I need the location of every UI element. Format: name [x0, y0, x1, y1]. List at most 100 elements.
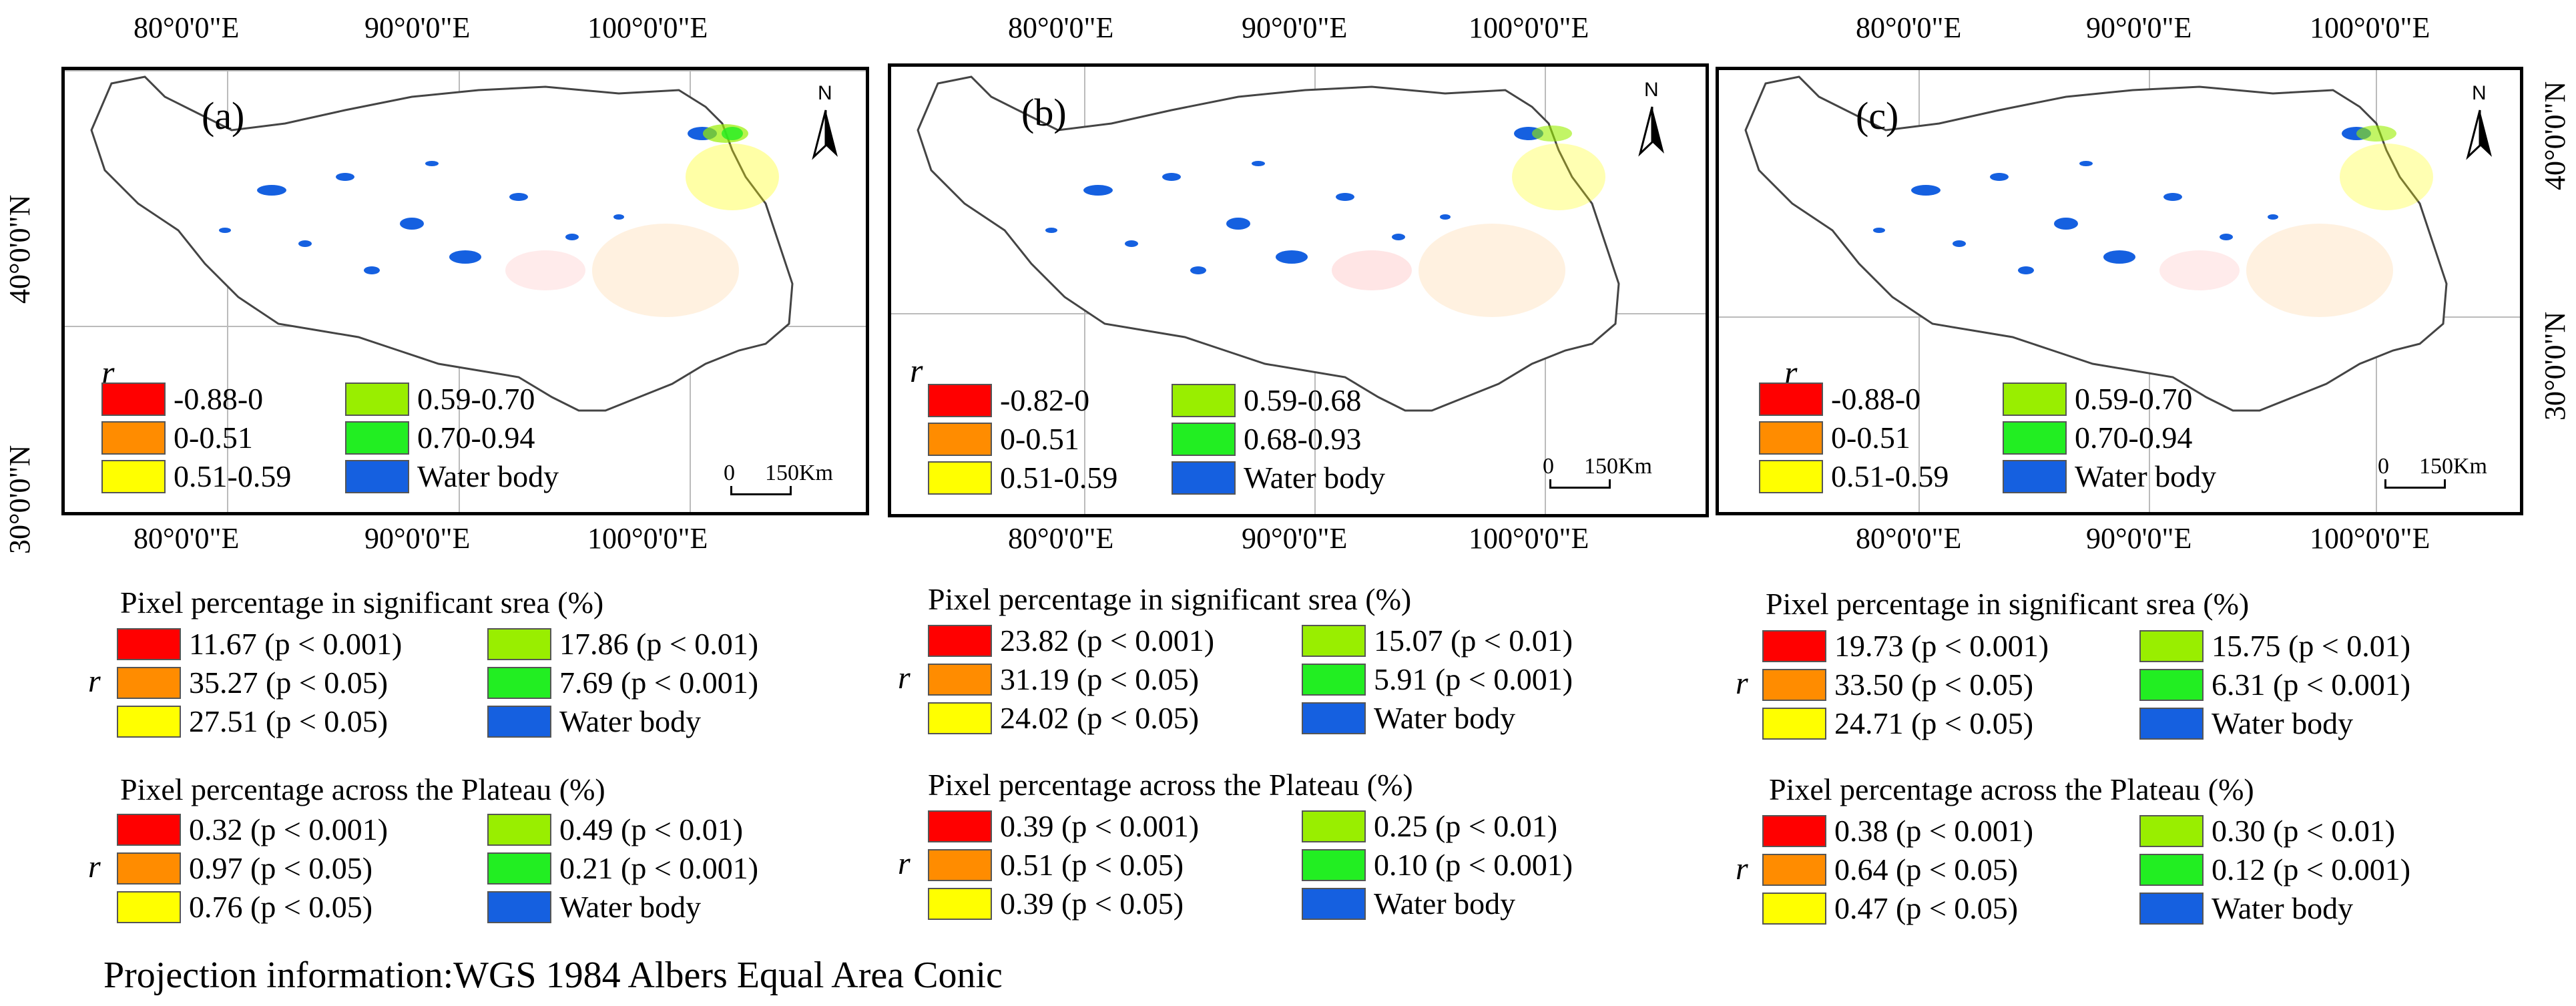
lon-tick-top-100-b: 100°0'0"E: [1469, 11, 1589, 44]
sig-item-a-1: 11.67 (p < 0.001): [117, 627, 402, 661]
plat-item-b-3: 0.39 (p < 0.05): [928, 887, 1184, 921]
sig-item-b-1: 23.82 (p < 0.001): [928, 624, 1214, 658]
legend-item-c-4: 0.59-0.70: [2003, 383, 2192, 416]
stats-significant-title-c: Pixel percentage in significant srea (%): [1766, 587, 2250, 621]
plat-item-b-5: 0.10 (p < 0.001): [1302, 848, 1573, 882]
legend-item-a-2: 0-0.51: [101, 421, 253, 455]
plateau-map-b: [891, 67, 1706, 514]
stats-significant-symbol-c: r: [1736, 666, 1748, 701]
lon-tick-top-80: 80°0'0"E: [134, 11, 240, 44]
map-frame-c: (c) N 0 150Km r -0.88-0 0-0.51 0.51-0.59…: [1716, 67, 2523, 515]
plateau-outline-b: [917, 75, 1620, 412]
legend-item-c-6: Water body: [2003, 460, 2216, 493]
scale-bar-line-b: [1549, 479, 1611, 489]
scale-distance-b: 150Km: [1584, 454, 1652, 479]
legend-item-c-5: 0.70-0.94: [2003, 421, 2192, 455]
sig-item-b-6: Water body: [1302, 702, 1515, 735]
sig-item-a-3: 27.51 (p < 0.05): [117, 705, 388, 738]
north-arrow-c: N: [2460, 82, 2500, 162]
panel-label-a: (a): [202, 94, 245, 138]
legend-symbol-a: r: [101, 354, 115, 391]
plat-item-a-6: Water body: [487, 891, 701, 924]
lon-tick-bottom-100-b: 100°0'0"E: [1469, 522, 1589, 555]
legend-swatch-water: [345, 460, 409, 493]
legend-item-c-1: -0.88-0: [1759, 383, 1920, 416]
north-arrow-a: N: [806, 82, 846, 162]
plateau-outline-c: [1744, 75, 2448, 412]
panel-label-b: (b): [1021, 91, 1067, 134]
legend-swatch-light-green: [345, 383, 409, 416]
plateau-outline-a: [90, 75, 794, 412]
lon-tick-bottom-80: 80°0'0"E: [134, 522, 240, 555]
sig-item-c-2: 33.50 (p < 0.05): [1762, 668, 2033, 702]
legend-swatch-orange: [101, 421, 166, 455]
lon-tick-top-100-c: 100°0'0"E: [2310, 11, 2430, 44]
stats-significant-symbol-b: r: [898, 660, 911, 696]
sig-item-a-2: 35.27 (p < 0.05): [117, 666, 388, 700]
sig-item-c-1: 19.73 (p < 0.001): [1762, 630, 2049, 663]
plat-item-b-6: Water body: [1302, 887, 1515, 921]
lon-tick-top-90-c: 90°0'0"E: [2086, 11, 2192, 44]
stats-plateau-symbol-b: r: [898, 846, 911, 881]
plat-item-c-5: 0.12 (p < 0.001): [2139, 853, 2410, 887]
stats-plateau-title-a: Pixel percentage across the Plateau (%): [120, 772, 605, 806]
stats-plateau-title-b: Pixel percentage across the Plateau (%): [928, 768, 1413, 802]
north-arrow-b: N: [1632, 79, 1672, 159]
plat-item-a-2: 0.97 (p < 0.05): [117, 852, 372, 885]
lon-tick-top-80-c: 80°0'0"E: [1856, 11, 1962, 44]
scale-zero-b: 0: [1543, 454, 1554, 479]
correlation-patches-c: [2159, 125, 2433, 317]
projection-info: Projection information:WGS 1984 Albers E…: [103, 955, 1003, 996]
legend-item-b-4: 0.59-0.68: [1172, 384, 1361, 417]
scale-distance-c: 150Km: [2419, 454, 2487, 479]
plat-item-b-4: 0.25 (p < 0.01): [1302, 810, 1557, 843]
sig-item-a-4: 17.86 (p < 0.01): [487, 627, 758, 661]
sig-item-c-5: 6.31 (p < 0.001): [2139, 668, 2410, 702]
sig-item-b-2: 31.19 (p < 0.05): [928, 663, 1199, 696]
legend-item-a-4: 0.59-0.70: [345, 383, 535, 416]
lat-tick-left-40: 40°0'0"N: [3, 194, 36, 304]
legend-swatch-green: [345, 421, 409, 455]
sig-item-b-4: 15.07 (p < 0.01): [1302, 624, 1573, 658]
sig-item-c-6: Water body: [2139, 707, 2353, 740]
north-label-b: N: [1644, 79, 1659, 101]
lon-tick-bottom-90: 90°0'0"E: [364, 522, 471, 555]
legend-symbol-c: r: [1784, 354, 1798, 391]
legend-item-a-3: 0.51-0.59: [101, 460, 291, 493]
stats-significant-title-b: Pixel percentage in significant srea (%): [928, 582, 1412, 616]
water-bodies-a: [219, 127, 717, 274]
plat-item-b-2: 0.51 (p < 0.05): [928, 848, 1184, 882]
sig-item-c-3: 24.71 (p < 0.05): [1762, 707, 2033, 740]
legend-item-c-3: 0.51-0.59: [1759, 460, 1949, 493]
map-frame-a: (a) N 0 150Km r -0.88-0 0-0.51 0.51-0.59…: [61, 67, 869, 515]
stats-plateau-symbol-c: r: [1736, 851, 1748, 887]
correlation-patches-a: [505, 124, 779, 317]
lon-tick-bottom-80-b: 80°0'0"E: [1008, 522, 1114, 555]
legend-item-b-5: 0.68-0.93: [1172, 423, 1361, 456]
map-frame-b: (b) N 0 150Km r -0.82-0 0-0.51 0.51-0.59…: [888, 63, 1709, 517]
lon-tick-bottom-90-c: 90°0'0"E: [2086, 522, 2192, 555]
lon-tick-top-90: 90°0'0"E: [364, 11, 471, 44]
sig-item-a-6: Water body: [487, 705, 701, 738]
legend-item-a-5: 0.70-0.94: [345, 421, 535, 455]
plat-item-c-3: 0.47 (p < 0.05): [1762, 892, 2018, 925]
plat-item-c-2: 0.64 (p < 0.05): [1762, 853, 2018, 887]
north-arrow-icon: [1638, 106, 1664, 157]
lon-tick-top-80-b: 80°0'0"E: [1008, 11, 1114, 44]
plat-item-a-1: 0.32 (p < 0.001): [117, 813, 388, 846]
plat-item-c-1: 0.38 (p < 0.001): [1762, 814, 2033, 848]
water-bodies-b: [1045, 127, 1543, 274]
plat-item-b-1: 0.39 (p < 0.001): [928, 810, 1199, 843]
north-label-a: N: [818, 82, 832, 104]
lon-tick-bottom-100-c: 100°0'0"E: [2310, 522, 2430, 555]
sig-item-a-5: 7.69 (p < 0.001): [487, 666, 758, 700]
legend-item-b-6: Water body: [1172, 461, 1385, 495]
legend-item-a-1: -0.88-0: [101, 383, 263, 416]
stats-significant-symbol-a: r: [88, 664, 101, 699]
lat-tick-right-40: 40°0'0"N: [2539, 81, 2571, 190]
legend-item-b-3: 0.51-0.59: [928, 461, 1117, 495]
scale-distance-a: 150Km: [765, 461, 833, 485]
plat-item-c-6: Water body: [2139, 892, 2353, 925]
legend-item-a-6: Water body: [345, 460, 559, 493]
north-arrow-icon: [2466, 109, 2492, 160]
